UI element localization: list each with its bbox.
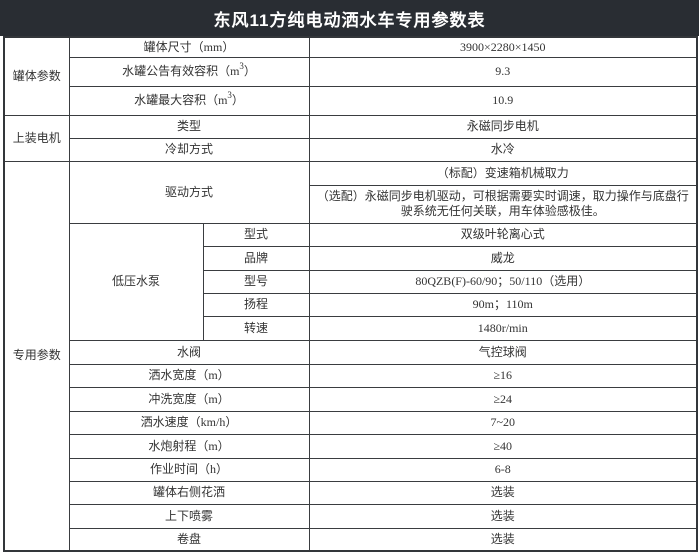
table-row: 冲洗宽度（m） ≥24 [4,386,698,412]
table-row: 水炮射程（m） ≥40 [4,433,698,459]
label-water-valve: 水阀 [68,339,310,365]
label-pump-speed: 转速 [202,315,310,341]
label-text: ） [231,93,244,107]
value-tank-size: 3900×2280×1450 [308,36,698,58]
table-row: 罐体参数 罐体尺寸（mm） 3900×2280×1450 [3,36,698,116]
label-tank-max-volume: 水罐最大容积（m3） [68,85,310,116]
label-pump-head: 扬程 [202,292,310,317]
label-drive-mode: 驱动方式 [68,160,310,224]
label-hose-reel: 卷盘 [68,527,310,552]
label-motor-type: 类型 [68,114,310,139]
value-hose-reel: 选装 [308,527,698,552]
title-bar: 东风11方纯电动洒水车专用参数表 [0,0,699,36]
label-work-time: 作业时间（h） [68,457,310,482]
value-spray-speed: 7~20 [308,410,698,435]
table-row: 罐体右侧花洒 选装 [4,480,698,505]
table-row: （选配）永磁同步电机驱动，可根据需要实时调速，取力操作与底盘行驶系统无任何关联，… [4,184,698,224]
value-cooling: 水冷 [308,137,698,162]
table-row: 扬程 90m；110m [4,292,698,317]
value-flush-width: ≥24 [308,386,698,412]
table-row: 专用参数 驱动方式 （标配）变速箱机械取力 [3,160,698,552]
value-up-down-mist: 选装 [308,503,698,529]
label-cooling: 冷却方式 [68,137,310,162]
table-row: 品牌 威龙 [4,245,698,271]
label-pump-model: 型号 [202,269,310,294]
value-tank-rated-volume: 9.3 [308,56,698,87]
value-motor-type: 永磁同步电机 [308,114,698,139]
page-title: 东风11方纯电动洒水车专用参数表 [213,10,486,30]
label-text: 水罐公告有效容积（m [122,64,240,78]
label-up-down-mist: 上下喷雾 [68,503,310,529]
value-spray-width: ≥16 [308,363,698,388]
value-pump-speed: 1480r/min [308,315,698,341]
table-row: 水阀 气控球阀 [4,339,698,365]
table-row: 型号 80QZB(F)-60/90；50/110（选用） [4,269,698,294]
label-pump-type: 型式 [202,222,310,247]
label-cannon-range: 水炮射程（m） [68,433,310,459]
label-pump-brand: 品牌 [202,245,310,271]
table-row: 冷却方式 水冷 [4,137,698,162]
label-flush-width: 冲洗宽度（m） [68,386,310,412]
value-pump-type: 双级叶轮离心式 [308,222,698,247]
value-work-time: 6-8 [308,457,698,482]
table-row: 上下喷雾 选装 [4,503,698,529]
value-tank-max-volume: 10.9 [308,85,698,116]
label-spray-speed: 洒水速度（km/h） [68,410,310,435]
label-text: ） [243,64,256,78]
superscript-3: 3 [239,61,244,71]
spec-table: 罐体参数 罐体尺寸（mm） 3900×2280×1450 水罐公告有效容积（m3… [3,36,699,552]
value-drive-optional: （选配）永磁同步电机驱动，可根据需要实时调速，取力操作与底盘行驶系统无任何关联，… [308,184,698,224]
label-tank-rated-volume: 水罐公告有效容积（m3） [68,56,310,87]
table-row: 卷盘 选装 [4,527,698,552]
table-row: 水罐公告有效容积（m3） 9.3 [4,56,698,87]
label-tank-size: 罐体尺寸（mm） [68,36,310,58]
superscript-3: 3 [227,90,232,100]
group-cell-special-params: 专用参数 [3,160,70,552]
label-text: 水罐最大容积（m [134,93,228,107]
table-row: 洒水宽度（m） ≥16 [4,363,698,388]
label-right-side-sprinkler: 罐体右侧花洒 [68,480,310,505]
group-cell-tank-params: 罐体参数 [3,36,70,116]
label-spray-width: 洒水宽度（m） [68,363,310,388]
label-low-pressure-pump: 低压水泵 [68,222,204,341]
value-right-side-sprinkler: 选装 [308,480,698,505]
value-cannon-range: ≥40 [308,433,698,459]
value-water-valve: 气控球阀 [308,339,698,365]
group-cell-motor: 上装电机 [3,114,70,162]
value-drive-standard: （标配）变速箱机械取力 [308,160,698,186]
value-pump-brand: 威龙 [308,245,698,271]
table-row: 低压水泵 型式 双级叶轮离心式 [4,222,698,341]
table-row: 上装电机 类型 永磁同步电机 [3,114,698,162]
value-pump-head: 90m；110m [308,292,698,317]
table-row: 洒水速度（km/h） 7~20 [4,410,698,435]
table-row: 水罐最大容积（m3） 10.9 [4,85,698,116]
value-pump-model: 80QZB(F)-60/90；50/110（选用） [308,269,698,294]
table-row: 作业时间（h） 6-8 [4,457,698,482]
